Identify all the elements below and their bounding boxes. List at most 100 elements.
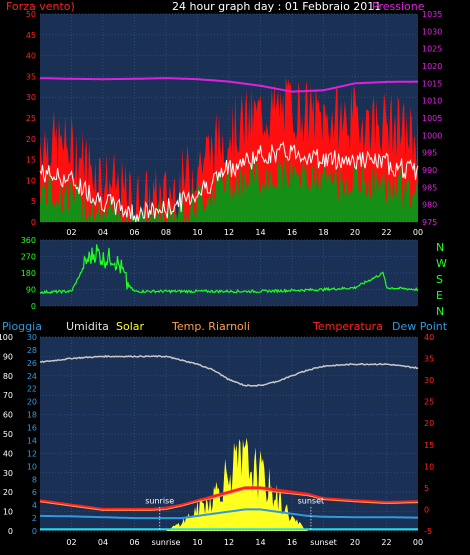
wind-y-tick: 50	[26, 10, 36, 19]
rain-y-tick: 0	[8, 527, 13, 536]
wind-y-tick: 25	[26, 114, 36, 123]
humidity-y-tick: 10	[27, 462, 37, 471]
humidity-y-tick: 28	[27, 346, 37, 355]
wind-y-tick: 35	[26, 72, 36, 81]
temperature-x-tick: 06	[129, 538, 139, 547]
rain-y-tick: 60	[3, 411, 13, 420]
temperature-series	[39, 486, 418, 511]
rain-y-tick: 10	[3, 508, 13, 517]
legend-solar: Solar	[116, 320, 145, 333]
direction-y-tick: 180	[21, 269, 36, 278]
wind-y-tick: 30	[26, 93, 36, 102]
humidity-y-tick: 30	[27, 333, 37, 342]
humidity-y-tick: 24	[27, 372, 37, 381]
wind-y-tick: 40	[26, 52, 36, 61]
humidity-y-tick: 14	[27, 436, 37, 445]
pressure-y-tick: 1005	[422, 114, 442, 123]
rain-y-tick: 80	[3, 372, 13, 381]
rain-y-tick: 100	[0, 333, 13, 342]
wind-x-tick: 20	[350, 228, 360, 237]
wind-x-tick: 12	[224, 228, 234, 237]
pressure-y-tick: 985	[422, 183, 437, 192]
temp-riarnoli-series	[39, 489, 419, 511]
pressure-y-tick: 1020	[422, 62, 442, 71]
pressure-y-tick: 990	[422, 166, 437, 175]
rain-y-tick: 50	[3, 430, 13, 439]
wind-y-tick: 20	[26, 135, 36, 144]
temperature-y-tick: 0	[424, 505, 429, 514]
direction-y-tick: 90	[26, 286, 36, 295]
temperature-y-tick: 30	[424, 376, 434, 385]
humidity-series	[39, 354, 419, 387]
pressure-y-tick: 1025	[422, 45, 442, 54]
humidity-y-tick: 26	[27, 359, 37, 368]
temperature-x-tick: 12	[224, 538, 234, 547]
wind-y-tick: 15	[26, 156, 36, 165]
pressure-y-tick: 1010	[422, 97, 442, 106]
pressure-y-tick: 995	[422, 149, 437, 158]
rain-y-tick: 40	[3, 449, 13, 458]
humidity-y-tick: 0	[32, 527, 37, 536]
wind-x-tick: 00	[413, 228, 423, 237]
humidity-y-tick: 2	[32, 514, 37, 523]
direction-y-tick: 270	[21, 253, 36, 262]
direction-y-tick: 0	[31, 302, 36, 311]
direction-y-tick: 360	[21, 236, 36, 245]
rain-y-tick: 30	[3, 469, 13, 478]
wind-x-tick: 06	[129, 228, 139, 237]
wind-x-tick: 22	[381, 228, 391, 237]
pressure-y-tick: 1000	[422, 131, 442, 140]
pressure-y-tick: 1030	[422, 27, 442, 36]
wind-y-tick: 10	[26, 176, 36, 185]
temperature-y-tick: 5	[424, 484, 429, 493]
temperature-y-tick: -5	[424, 527, 432, 536]
plots-layer: 0510152025303540455097598098599099510001…	[0, 10, 442, 547]
rain-y-tick: 70	[3, 391, 13, 400]
compass-n-bottom: N	[436, 305, 445, 318]
sunrise-label: sunrise	[145, 496, 174, 505]
wind-average-series	[39, 141, 419, 223]
legend-temp-riarnoli: Temp. Riarnoli	[172, 320, 250, 333]
wind-y-tick: 5	[31, 197, 36, 206]
temperature-x-tick: 00	[413, 538, 423, 547]
humidity-y-tick: 22	[27, 385, 37, 394]
compass-n-top: N	[436, 241, 445, 254]
humidity-y-tick: 8	[32, 475, 37, 484]
temperature-y-tick: 35	[424, 355, 434, 364]
wind-x-tick: 04	[98, 228, 108, 237]
wind-axis-title: Forza vento)	[6, 0, 75, 13]
wind-x-tick: 18	[318, 228, 328, 237]
page-title: 24 hour graph day : 01 Febbraio 2011	[172, 0, 382, 13]
pressure-y-tick: 1015	[422, 79, 442, 88]
pressure-y-tick: 975	[422, 218, 437, 227]
wind-y-tick: 45	[26, 31, 36, 40]
legend-dew-point: Dew Point	[392, 320, 448, 333]
wind-x-tick: 08	[161, 228, 171, 237]
temperature-y-tick: 20	[424, 419, 434, 428]
wind-x-tick: 02	[66, 228, 76, 237]
temperature-x-tick: sunset	[310, 538, 337, 547]
temperature-x-tick: 02	[66, 538, 76, 547]
temperature-x-tick: 04	[98, 538, 108, 547]
rain-y-tick: 90	[3, 352, 13, 361]
humidity-y-tick: 18	[27, 411, 37, 420]
temperature-y-tick: 25	[424, 398, 434, 407]
legend-temperature: Temperatura	[313, 320, 383, 333]
pressure-y-tick: 1035	[422, 10, 442, 19]
temperature-x-tick: 10	[192, 538, 202, 547]
temperature-x-tick: sunrise	[152, 538, 181, 547]
temperature-y-tick: 15	[424, 441, 434, 450]
compass-w: W	[436, 257, 447, 270]
temperature-x-tick: 22	[381, 538, 391, 547]
wind-y-tick: 0	[31, 218, 36, 227]
legend-humidity: Umidita	[66, 320, 109, 333]
humidity-y-tick: 6	[32, 488, 37, 497]
humidity-y-tick: 16	[27, 424, 37, 433]
dew-point-series	[40, 508, 418, 520]
wind-x-tick: 10	[192, 228, 202, 237]
compass-e: E	[436, 289, 443, 302]
temperature-x-tick: 14	[255, 538, 265, 547]
wind-low-series	[40, 153, 418, 222]
sunset-label: sunset	[298, 496, 325, 505]
pressure-y-tick: 980	[422, 201, 437, 210]
